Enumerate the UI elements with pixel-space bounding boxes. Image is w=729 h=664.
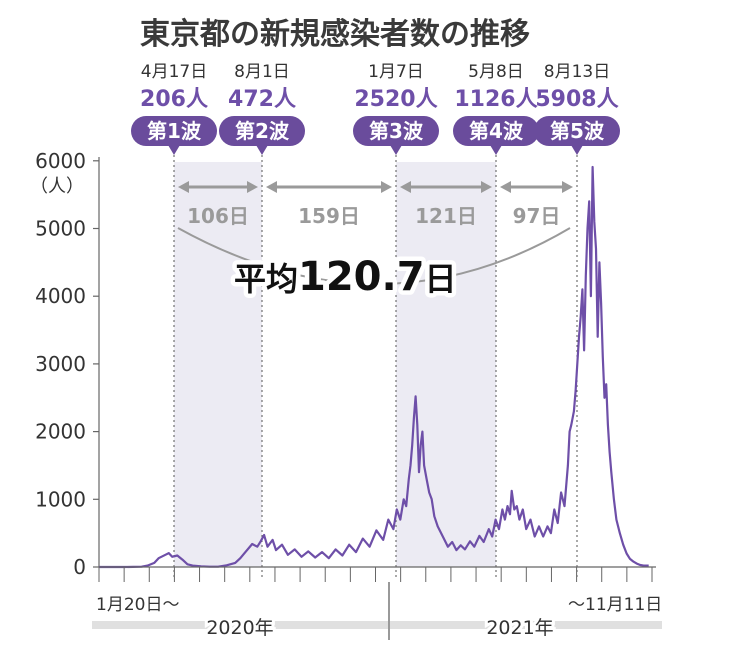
- wave-badge-pointer: [490, 145, 502, 155]
- y-tick-label: 6000: [35, 149, 86, 173]
- wave-count: 2520人: [354, 87, 437, 112]
- average-prefix: 平均: [234, 260, 298, 298]
- y-tick-label: 5000: [35, 217, 86, 241]
- year-bar-2021: [390, 621, 662, 629]
- interval-arrow-left-head: [266, 181, 277, 193]
- wave-badge: [534, 116, 620, 146]
- wave-label: 第2波: [235, 119, 290, 143]
- x-start-label: 1月20日〜: [96, 595, 179, 615]
- interval-arrow-left-head: [178, 181, 189, 193]
- wave-badge: [219, 116, 305, 146]
- wave-label: 第3波: [369, 119, 424, 143]
- interval-arrow-left-head: [400, 181, 411, 193]
- wave-count: 206人: [140, 87, 208, 112]
- wave-date: 1月7日: [368, 62, 424, 82]
- interval-label: 159日: [298, 204, 360, 228]
- wave-date: 4月17日: [141, 62, 207, 82]
- interval-label: 97日: [513, 204, 561, 228]
- year-label-2021: 2021年: [486, 617, 553, 639]
- wave-date: 8月1日: [234, 62, 290, 82]
- wave-badge: [131, 116, 217, 146]
- y-tick-label: 1000: [35, 487, 86, 511]
- svg-text:平均120.7日: 平均120.7日: [234, 254, 457, 300]
- y-axis: 0 1000 2000 3000 4000 5000 6000: [35, 149, 100, 579]
- interval-arrow-right-head: [381, 181, 392, 193]
- interval-arrow-right-head: [562, 181, 573, 193]
- wave-date: 5月8日: [468, 62, 524, 82]
- y-tick-label: 2000: [35, 420, 86, 444]
- average-value: 120.7: [298, 254, 425, 300]
- wave-count: 1126人: [454, 87, 537, 112]
- interval-arrow-right-head: [481, 181, 492, 193]
- wave-label: 第4波: [469, 119, 524, 143]
- interval-arrow-left-head: [500, 181, 511, 193]
- interval-label: 121日: [415, 204, 477, 228]
- y-tick-label: 0: [73, 555, 86, 579]
- wave-label: 第5波: [550, 119, 605, 143]
- wave-band-2: [396, 162, 496, 567]
- wave-count: 5908人: [535, 87, 618, 112]
- chart-title: 東京都の新規感染者数の推移: [140, 17, 530, 52]
- wave-badge: [453, 116, 539, 146]
- wave-date: 8月13日: [544, 62, 610, 82]
- year-bar-2020: [92, 621, 388, 629]
- y-tick-label: 3000: [35, 352, 86, 376]
- interval-arrows: 106日 159日 121日 97日: [177, 181, 573, 285]
- x-end-label: 〜11月11日: [568, 595, 662, 615]
- wave-badge-pointer: [571, 145, 583, 155]
- year-label-2020: 2020年: [206, 617, 273, 639]
- series-line: [99, 165, 649, 569]
- average-label: 平均120.7日: [230, 250, 462, 305]
- wave-bands: [174, 162, 496, 567]
- x-axis: [98, 566, 656, 582]
- wave-badge-pointer: [256, 145, 268, 155]
- wave-badge-pointer: [390, 145, 402, 155]
- wave-label: 第1波: [147, 119, 202, 143]
- wave-band-1: [174, 162, 262, 567]
- interval-arrow-right-head: [247, 181, 258, 193]
- series-line-group: [99, 165, 649, 569]
- wave-count: 472人: [228, 87, 296, 112]
- y-tick-label: 4000: [35, 284, 86, 308]
- average-bracket: [177, 227, 571, 285]
- wave-badge-pointer: [168, 145, 180, 155]
- average-suffix: 日: [425, 260, 457, 298]
- wave-badge: [353, 116, 439, 146]
- interval-label: 106日: [187, 204, 249, 228]
- y-unit-label: （人）: [30, 176, 84, 197]
